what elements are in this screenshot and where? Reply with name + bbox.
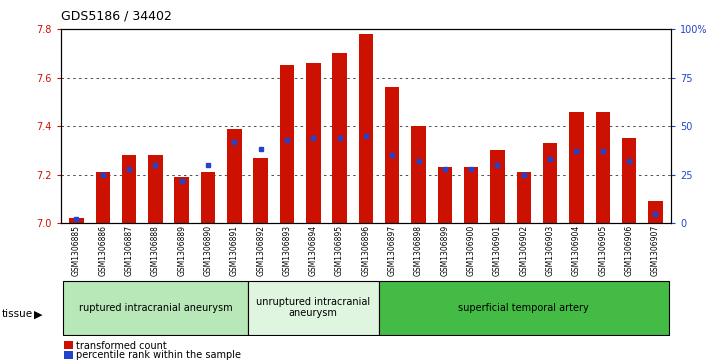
Bar: [438, 167, 452, 223]
Bar: [595, 111, 610, 223]
Bar: [385, 87, 399, 223]
Text: GDS5186 / 34402: GDS5186 / 34402: [61, 9, 171, 22]
Bar: [333, 53, 347, 223]
Text: tissue: tissue: [2, 309, 34, 319]
Bar: [69, 219, 84, 223]
Bar: [201, 172, 216, 223]
FancyBboxPatch shape: [379, 281, 668, 335]
Bar: [543, 143, 558, 223]
Text: percentile rank within the sample: percentile rank within the sample: [76, 350, 241, 360]
FancyBboxPatch shape: [64, 281, 248, 335]
Text: superficial temporal artery: superficial temporal artery: [458, 303, 589, 313]
Bar: [622, 138, 636, 223]
Bar: [411, 126, 426, 223]
Bar: [227, 129, 241, 223]
Bar: [306, 63, 321, 223]
FancyBboxPatch shape: [248, 281, 379, 335]
Bar: [464, 167, 478, 223]
Text: transformed count: transformed count: [76, 341, 167, 351]
Bar: [149, 155, 163, 223]
Bar: [648, 201, 663, 223]
Bar: [96, 172, 110, 223]
Bar: [253, 158, 268, 223]
Bar: [280, 65, 294, 223]
Text: ▶: ▶: [34, 310, 43, 320]
Bar: [569, 111, 583, 223]
Text: unruptured intracranial
aneurysm: unruptured intracranial aneurysm: [256, 297, 371, 318]
Bar: [122, 155, 136, 223]
Bar: [491, 150, 505, 223]
Text: ruptured intracranial aneurysm: ruptured intracranial aneurysm: [79, 303, 232, 313]
Bar: [358, 34, 373, 223]
Bar: [174, 177, 189, 223]
Bar: [516, 172, 531, 223]
